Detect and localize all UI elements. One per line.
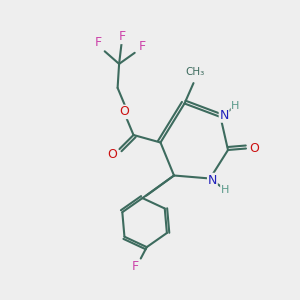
Text: O: O	[108, 148, 117, 161]
Text: N: N	[208, 173, 217, 187]
Text: H: H	[231, 100, 240, 111]
Text: O: O	[249, 142, 259, 155]
Text: F: F	[118, 30, 126, 44]
Text: H: H	[221, 185, 229, 195]
Text: F: F	[139, 40, 146, 53]
Text: F: F	[132, 260, 139, 273]
Text: F: F	[94, 36, 102, 50]
Text: N: N	[219, 109, 229, 122]
Text: CH₃: CH₃	[185, 67, 205, 76]
Text: O: O	[120, 105, 129, 119]
